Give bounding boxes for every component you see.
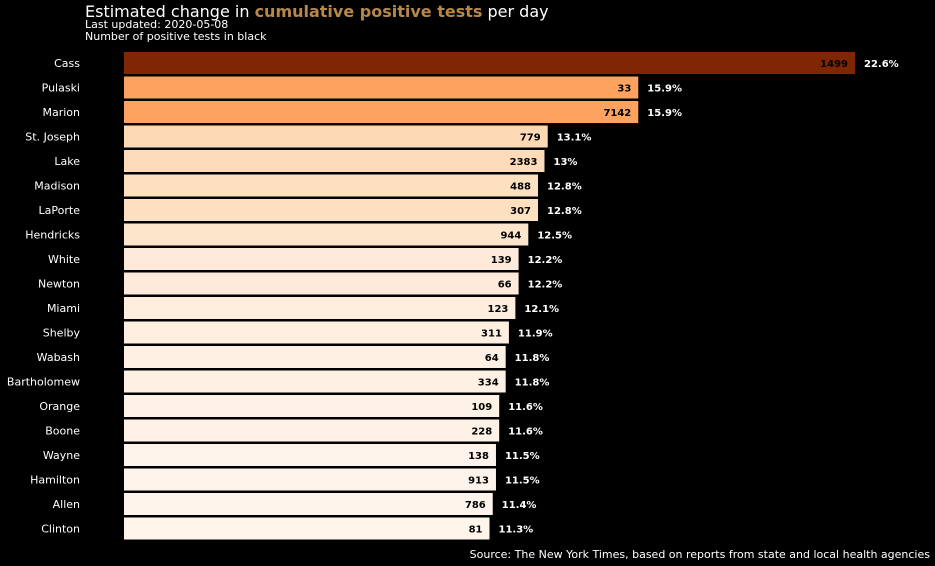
bar — [124, 493, 493, 515]
value-label: 22.6% — [864, 59, 899, 70]
bar — [124, 444, 496, 466]
category-label: Wabash — [37, 351, 80, 364]
bar — [124, 272, 519, 295]
value-label: 15.9% — [647, 108, 682, 119]
chart-title: Estimated change in cumulative positive … — [85, 2, 549, 21]
count-label: 779 — [520, 133, 541, 144]
category-label: Pulaski — [42, 82, 80, 95]
bar — [124, 125, 548, 148]
value-label: 13.1% — [557, 133, 592, 144]
chart-title-prefix: Estimated change in — [85, 2, 255, 21]
count-label: 228 — [471, 427, 492, 438]
count-label: 138 — [468, 451, 489, 462]
category-label: Boone — [45, 425, 80, 438]
bar — [124, 199, 539, 221]
count-label: 913 — [468, 476, 489, 487]
category-label: White — [48, 253, 80, 266]
value-label: 12.2% — [528, 255, 563, 266]
category-label: Hamilton — [30, 474, 80, 487]
category-label: Lake — [54, 155, 80, 168]
count-label: 786 — [465, 500, 486, 511]
category-label: St. Joseph — [25, 131, 80, 144]
category-label: Clinton — [41, 523, 80, 536]
value-label: 13% — [553, 157, 577, 168]
chart-subtitle-updated: Last updated: 2020-05-08 — [85, 18, 229, 31]
category-label: Madison — [34, 180, 80, 193]
value-label: 11.5% — [505, 476, 540, 487]
chart-title-highlight: cumulative positive tests — [254, 2, 483, 21]
count-label: 66 — [498, 280, 512, 291]
bar — [124, 223, 529, 246]
bar — [124, 346, 506, 368]
bar — [124, 76, 639, 99]
count-label: 33 — [617, 84, 631, 95]
bar — [124, 517, 490, 540]
bar — [124, 174, 539, 197]
bar — [124, 370, 506, 393]
value-label: 12.8% — [547, 182, 582, 193]
value-label: 11.6% — [508, 427, 543, 438]
count-label: 944 — [500, 231, 521, 242]
bar — [124, 419, 500, 442]
count-label: 64 — [485, 353, 499, 364]
category-label: Cass — [54, 57, 80, 70]
chart-title-suffix: per day — [482, 2, 549, 21]
count-label: 139 — [491, 255, 512, 266]
value-label: 11.3% — [499, 525, 534, 536]
category-label: Miami — [47, 302, 80, 315]
count-label: 109 — [471, 402, 492, 413]
value-label: 11.5% — [505, 451, 540, 462]
value-label: 11.9% — [518, 329, 553, 340]
category-label: Marion — [42, 106, 80, 119]
category-label: Wayne — [43, 449, 80, 462]
value-label: 11.8% — [515, 353, 550, 364]
bar — [124, 150, 545, 172]
value-label: 12.5% — [537, 231, 572, 242]
value-label: 15.9% — [647, 84, 682, 95]
count-label: 81 — [469, 525, 483, 536]
category-label: Allen — [53, 498, 80, 511]
count-label: 1499 — [820, 59, 848, 70]
count-label: 123 — [488, 304, 509, 315]
category-label: Hendricks — [25, 229, 80, 242]
value-label: 11.8% — [515, 378, 550, 389]
bar — [124, 297, 516, 319]
value-label: 12.2% — [528, 280, 563, 291]
category-label: Orange — [39, 400, 80, 413]
value-label: 11.6% — [508, 402, 543, 413]
bar — [124, 468, 496, 491]
count-label: 7142 — [603, 108, 631, 119]
value-label: 12.1% — [524, 304, 559, 315]
count-label: 311 — [481, 329, 502, 340]
value-label: 11.4% — [502, 500, 537, 511]
count-label: 307 — [510, 206, 531, 217]
bar — [124, 52, 855, 74]
bar — [124, 321, 509, 344]
category-label: LaPorte — [39, 204, 81, 217]
chart-subtitle-note: Number of positive tests in black — [85, 30, 267, 43]
category-label: Newton — [38, 278, 80, 291]
count-label: 334 — [478, 378, 499, 389]
chart-source: Source: The New York Times, based on rep… — [469, 548, 930, 561]
bar — [124, 101, 639, 123]
bar — [124, 395, 500, 417]
count-label: 488 — [510, 182, 531, 193]
bar — [124, 248, 519, 270]
category-label: Shelby — [43, 327, 81, 340]
category-label: Bartholomew — [7, 376, 80, 389]
value-label: 12.8% — [547, 206, 582, 217]
count-label: 2383 — [510, 157, 538, 168]
